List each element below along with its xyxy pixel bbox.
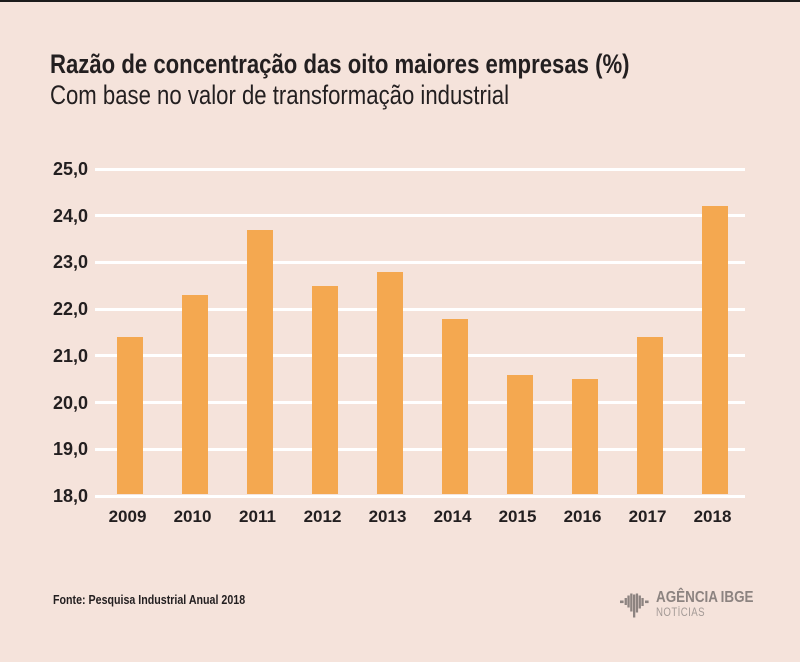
bar-2015 [506, 374, 533, 494]
x-tick-label-2013: 2013 [368, 507, 407, 526]
y-tick-label: 18,0 [52, 486, 88, 506]
chart-title: Razão de concentração das oito maiores e… [50, 49, 630, 79]
gridline-24-0 [95, 214, 745, 218]
bar-2010 [181, 295, 208, 494]
bar-2014 [441, 318, 468, 494]
y-tick-label: 22,0 [52, 299, 88, 320]
y-tick-label: 23,0 [52, 252, 88, 273]
x-tick-label-2015: 2015 [498, 507, 537, 526]
top-border [0, 0, 800, 2]
x-tick-label-2009: 2009 [108, 507, 147, 526]
gridline-22-0 [95, 307, 745, 311]
y-tick-label: 24,0 [52, 205, 88, 226]
source-note: Fonte: Pesquisa Industrial Anual 2018 [53, 592, 246, 607]
x-tick-label-2018: 2018 [693, 507, 732, 526]
gridline-20-0 [95, 401, 745, 405]
x-tick-label-2016: 2016 [563, 507, 602, 526]
plot-area [95, 167, 745, 498]
bar-2018 [701, 206, 728, 494]
bar-2017 [636, 337, 663, 494]
x-tick-label-2014: 2014 [433, 507, 472, 526]
gridline-25-0 [95, 167, 745, 171]
y-tick-label: 19,0 [52, 439, 88, 460]
bar-2012 [311, 285, 338, 494]
agencia-ibge-logo: AGÊNCIA IBGE NOTÍCIAS [620, 590, 772, 622]
logo-line-noticias: NOTÍCIAS [656, 607, 705, 619]
y-tick-label: 25,0 [52, 159, 88, 179]
logo-text: AGÊNCIA IBGE NOTÍCIAS [656, 590, 772, 620]
bar-2016 [571, 379, 598, 494]
gridline-19-0 [95, 447, 745, 451]
gridline-21-0 [95, 354, 745, 358]
bar-2009 [116, 337, 143, 494]
x-tick-label-2011: 2011 [239, 507, 276, 526]
chart-subtitle: Com base no valor de transformação indus… [50, 80, 510, 110]
y-tick-label: 20,0 [52, 392, 88, 413]
x-tick-label-2017: 2017 [628, 507, 667, 526]
bar-2011 [246, 229, 273, 494]
y-tick-label: 21,0 [52, 345, 88, 366]
logo-line-agencia-ibge: AGÊNCIA IBGE [656, 589, 754, 606]
gridline-23-0 [95, 260, 745, 264]
x-tick-label-2012: 2012 [303, 507, 342, 526]
x-tick-label-2010: 2010 [173, 507, 212, 526]
bar-2013 [376, 271, 403, 494]
ibge-bars-icon [620, 593, 649, 618]
gridline-18-0 [95, 494, 745, 498]
